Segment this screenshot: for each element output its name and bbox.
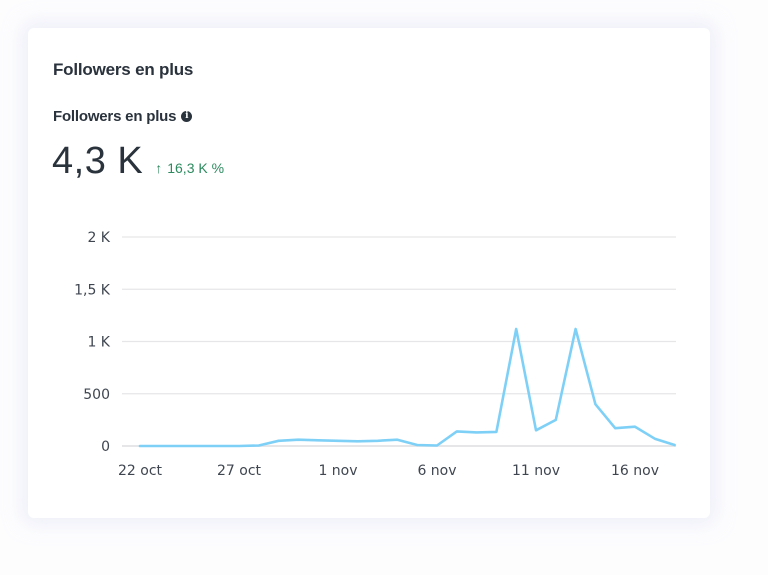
- metric-change: ↑ 16,3 K %: [155, 160, 224, 176]
- x-tick-label: 1 nov: [318, 463, 357, 479]
- y-tick-label: 1 K: [87, 335, 110, 351]
- x-tick-label: 16 nov: [611, 463, 659, 479]
- arrow-up-icon: ↑: [155, 160, 163, 176]
- y-tick-label: 0: [101, 439, 110, 455]
- metric-value: 4,3 K: [52, 140, 144, 182]
- x-tick-label: 27 oct: [217, 463, 262, 479]
- y-tick-label: 1,5 K: [74, 282, 111, 298]
- y-tick-label: 500: [83, 387, 110, 403]
- info-icon[interactable]: i: [181, 111, 193, 122]
- series-line[interactable]: [138, 327, 676, 448]
- followers-card: Followers en plus Followers en plus i 4,…: [28, 28, 710, 518]
- metric-label-text: Followers en plus: [53, 108, 177, 125]
- metric-label: Followers en plus i: [53, 108, 193, 125]
- x-tick-label: 6 nov: [417, 463, 456, 479]
- x-tick-label: 11 nov: [512, 463, 560, 479]
- x-tick-label: 22 oct: [118, 463, 163, 479]
- metric-change-value: 16,3 K %: [167, 160, 225, 176]
- metric-row: 4,3 K ↑ 16,3 K %: [52, 140, 224, 183]
- y-tick-label: 2 K: [87, 230, 110, 246]
- card-title: Followers en plus: [53, 60, 194, 79]
